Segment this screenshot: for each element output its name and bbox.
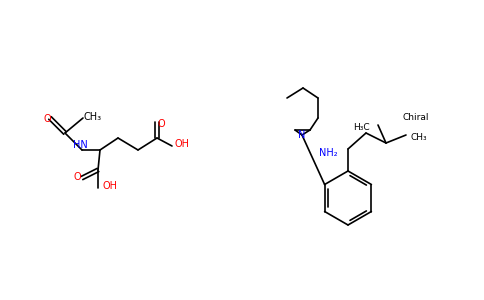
Text: O: O: [73, 172, 81, 182]
Text: H₃C: H₃C: [353, 122, 370, 131]
Text: O: O: [43, 114, 51, 124]
Text: CH₃: CH₃: [84, 112, 102, 122]
Text: Chiral: Chiral: [403, 112, 429, 122]
Text: OH: OH: [103, 181, 118, 191]
Text: N: N: [298, 130, 306, 140]
Text: NH₂: NH₂: [318, 148, 337, 158]
Text: O: O: [157, 119, 165, 129]
Text: CH₃: CH₃: [411, 134, 427, 142]
Text: HN: HN: [73, 140, 88, 150]
Text: OH: OH: [175, 139, 190, 149]
